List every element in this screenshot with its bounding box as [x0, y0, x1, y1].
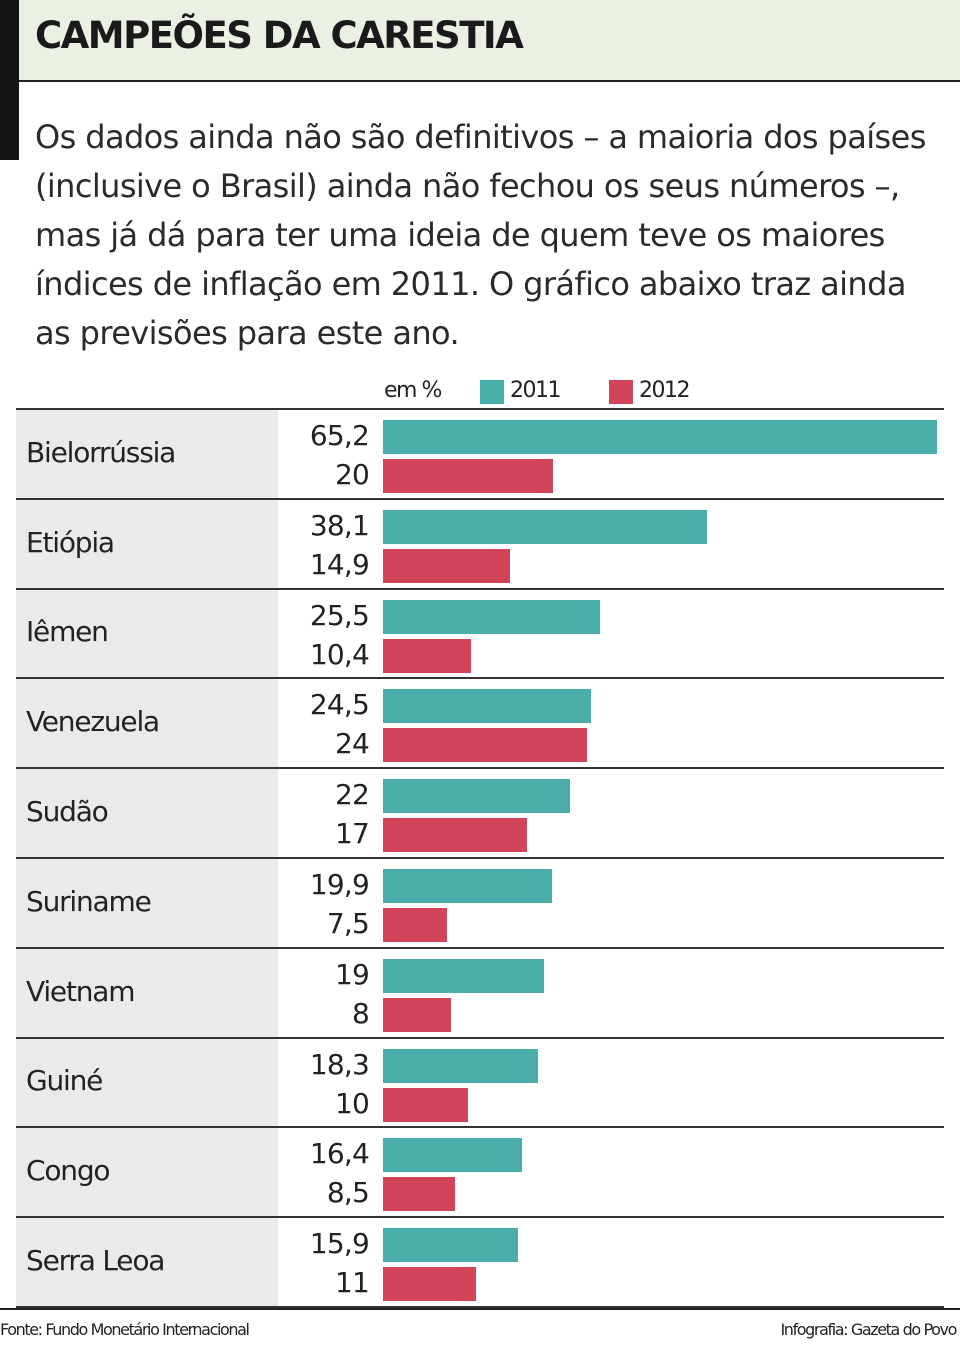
chart-row: Venezuela	[16, 679, 944, 768]
value-label-2012: 10	[334, 1086, 370, 1120]
category-label: Guiné	[26, 1064, 103, 1098]
row-divider	[16, 1306, 944, 1308]
row-label-background	[16, 1128, 278, 1217]
row-divider	[16, 857, 944, 859]
value-label-2012: 8,5	[326, 1176, 370, 1210]
chart-row: Suriname	[16, 859, 944, 947]
value-label-2012: 14,9	[309, 547, 370, 581]
value-label-2011: 15,9	[309, 1227, 370, 1261]
chart-title: CAMPEÕES DA CARESTIA	[35, 14, 524, 57]
category-label: Etiópia	[26, 525, 115, 559]
value-label-2011: 19,9	[309, 868, 370, 901]
value-label-2012: 7,5	[326, 907, 370, 940]
bar-2011	[383, 869, 552, 903]
value-label-2011: 25,5	[309, 598, 370, 632]
legend-label-2011: 2011	[510, 378, 562, 403]
bar-2011	[383, 1048, 538, 1083]
bar-2012	[383, 548, 510, 583]
row-label-background	[16, 679, 278, 768]
category-label: Suriname	[26, 884, 152, 918]
title-band	[0, 0, 960, 82]
row-label-background	[16, 769, 278, 857]
bar-2011	[383, 689, 591, 724]
bar-2012	[383, 459, 553, 493]
value-label-2011: 65,2	[309, 419, 370, 452]
row-divider	[16, 1216, 944, 1219]
bar-2012	[383, 638, 471, 673]
bar-2012	[383, 908, 447, 942]
accent-bar	[0, 0, 19, 160]
category-label: Iêmen	[26, 615, 109, 649]
chart-row: Bielorrússia	[16, 410, 944, 498]
value-label-2011: 22	[334, 778, 370, 812]
bar-2011	[383, 779, 570, 814]
bar-2011	[383, 599, 600, 634]
chart-row: Etiópia	[16, 499, 944, 588]
bar-2012	[383, 1177, 455, 1212]
value-label-2012: 8	[351, 996, 370, 1030]
row-divider	[16, 677, 944, 680]
bar-2011	[383, 958, 544, 993]
row-label-background	[16, 859, 278, 947]
bar-2012	[383, 997, 451, 1032]
legend-swatch-2012	[609, 380, 633, 404]
category-label: Bielorrússia	[26, 435, 176, 469]
value-label-2011: 18,3	[309, 1047, 370, 1081]
chart-row: Iêmen	[16, 589, 944, 678]
row-label-background	[16, 1038, 278, 1127]
row-divider	[16, 946, 944, 949]
chart-row: Serra Leoa	[16, 1218, 944, 1306]
value-label-2012: 10,4	[309, 637, 370, 671]
row-label-background	[16, 410, 278, 498]
value-label-2012: 11	[334, 1266, 370, 1300]
value-label-2011: 38,1	[309, 508, 370, 542]
row-divider	[16, 767, 944, 770]
bar-2011	[383, 1228, 518, 1263]
category-label: Sudão	[26, 795, 109, 829]
bar-2012	[383, 1087, 468, 1122]
chart-row: Sudão	[16, 769, 944, 857]
category-label: Venezuela	[26, 705, 160, 739]
value-label-2011: 19	[334, 957, 370, 991]
value-label-2011: 24,5	[309, 688, 370, 722]
category-label: Vietnam	[26, 974, 136, 1008]
row-label-background	[16, 499, 278, 588]
row-divider	[16, 1036, 944, 1039]
intro-text: Os dados ainda não são definitivos – a m…	[35, 118, 926, 352]
bar-2011	[383, 420, 937, 454]
legend-label-2012: 2012	[639, 378, 691, 403]
row-label-background	[16, 589, 278, 678]
footer-rule	[0, 1308, 960, 1310]
category-label: Congo	[26, 1154, 111, 1188]
chart-row: Guiné	[16, 1038, 944, 1127]
value-label-2012: 17	[334, 817, 370, 851]
credit-note: Infografia: Gazeta do Povo	[780, 1320, 957, 1339]
bar-2012	[383, 1267, 476, 1302]
value-label-2011: 16,4	[309, 1137, 370, 1171]
legend-unit: em %	[384, 378, 442, 403]
value-label-2012: 24	[334, 727, 370, 761]
category-label: Serra Leoa	[26, 1244, 165, 1278]
value-label-2012: 20	[334, 458, 370, 491]
chart-row: Vietnam	[16, 948, 944, 1037]
bar-2011	[383, 509, 707, 544]
chart-row: Congo	[16, 1128, 944, 1217]
bar-2011	[383, 1138, 522, 1173]
row-divider	[16, 497, 944, 500]
row-label-background	[16, 1218, 278, 1306]
row-divider	[16, 1126, 944, 1129]
bar-2012	[383, 728, 587, 763]
bar-chart: Bielorrússia 65,2 20 Etiópia 38,1 14,9 Iêmen 25…	[0, 408, 960, 1308]
row-label-background	[16, 948, 278, 1037]
row-divider	[16, 408, 944, 410]
legend-swatch-2011	[480, 380, 504, 404]
row-divider	[16, 587, 944, 590]
legend: em % 2011 2012	[0, 374, 960, 408]
source-note: Fonte: Fundo Monetário Internacional	[0, 1320, 250, 1339]
footer: Fonte: Fundo Monetário Internacional Inf…	[0, 1308, 960, 1351]
bar-2012	[383, 818, 527, 853]
